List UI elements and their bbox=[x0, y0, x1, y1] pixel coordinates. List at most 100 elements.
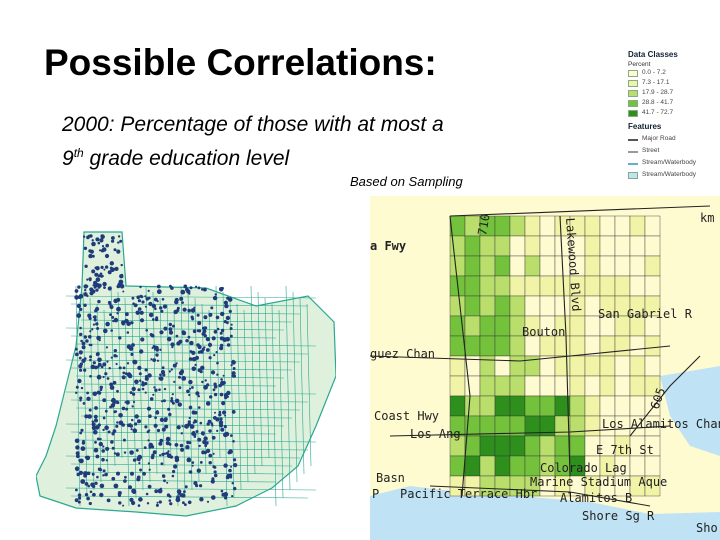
sampling-point bbox=[146, 502, 150, 505]
east-water-area bbox=[660, 366, 720, 456]
sampling-point bbox=[197, 321, 202, 326]
sampling-point bbox=[137, 419, 141, 424]
sampling-point bbox=[189, 340, 194, 346]
street-line bbox=[138, 309, 144, 491]
census-tract bbox=[629, 395, 646, 417]
legend-swatch bbox=[628, 100, 638, 107]
sampling-point bbox=[202, 329, 207, 334]
sampling-point bbox=[106, 360, 109, 363]
sampling-point bbox=[185, 339, 189, 343]
sampling-point bbox=[227, 450, 232, 455]
sampling-point bbox=[228, 298, 233, 302]
sampling-point bbox=[140, 337, 145, 342]
sampling-point-cluster bbox=[74, 234, 238, 507]
sampling-point bbox=[159, 438, 164, 443]
census-tract bbox=[464, 435, 481, 457]
sampling-point bbox=[224, 303, 229, 309]
sampling-point bbox=[118, 336, 122, 340]
sampling-point bbox=[218, 413, 222, 417]
sampling-point bbox=[212, 388, 216, 392]
legend-feature-row: Major Road bbox=[628, 135, 708, 144]
sampling-point bbox=[129, 450, 134, 455]
sampling-point bbox=[136, 295, 140, 300]
sampling-point bbox=[80, 339, 83, 343]
sampling-point bbox=[197, 350, 201, 354]
sampling-point bbox=[203, 326, 208, 330]
sampling-point bbox=[117, 491, 122, 495]
legend-class-row: 7.3 - 17.1 bbox=[628, 79, 708, 88]
sampling-point bbox=[117, 241, 120, 244]
sampling-point bbox=[163, 479, 166, 483]
sampling-point bbox=[116, 306, 121, 312]
legend-class-row: 41.7 - 72.7 bbox=[628, 109, 708, 118]
sampling-point bbox=[197, 368, 202, 373]
census-tract bbox=[524, 275, 541, 297]
census-tract bbox=[509, 375, 526, 397]
sampling-point bbox=[182, 307, 187, 312]
census-tract bbox=[449, 375, 466, 397]
sampling-point bbox=[134, 379, 139, 385]
sampling-point bbox=[170, 342, 175, 347]
sampling-point bbox=[169, 455, 174, 459]
census-tract bbox=[614, 255, 631, 277]
sampling-point bbox=[220, 378, 223, 381]
sampling-point bbox=[223, 463, 228, 468]
sampling-point bbox=[180, 432, 183, 435]
census-tract bbox=[629, 255, 646, 277]
sampling-point bbox=[115, 452, 120, 457]
sampling-point bbox=[116, 421, 119, 424]
census-tract bbox=[539, 335, 556, 357]
sampling-point bbox=[89, 330, 92, 333]
sampling-point bbox=[91, 328, 94, 331]
sampling-point bbox=[75, 385, 79, 389]
sampling-point bbox=[208, 429, 212, 433]
legend-class-row: 0.0 - 7.2 bbox=[628, 69, 708, 78]
sampling-point bbox=[189, 424, 195, 429]
sampling-point bbox=[80, 479, 86, 484]
sampling-point bbox=[152, 450, 157, 455]
sampling-point bbox=[158, 388, 161, 391]
street-line bbox=[257, 291, 263, 467]
subtitle-line-2-post: grade education level bbox=[83, 147, 290, 170]
sampling-point bbox=[134, 422, 138, 426]
sampling-point bbox=[130, 428, 133, 431]
sampling-point bbox=[137, 299, 141, 303]
sampling-point bbox=[135, 449, 139, 452]
sampling-point bbox=[87, 484, 90, 488]
sampling-point bbox=[97, 467, 102, 471]
sampling-point bbox=[111, 476, 116, 481]
sampling-point bbox=[84, 493, 89, 497]
sampling-point bbox=[140, 295, 144, 299]
census-tract bbox=[494, 275, 511, 297]
legend-features-heading: Features bbox=[628, 122, 662, 131]
sampling-point bbox=[89, 317, 92, 320]
sampling-point bbox=[197, 286, 201, 290]
sampling-point bbox=[224, 496, 228, 500]
census-tract bbox=[539, 375, 556, 397]
sampling-point bbox=[94, 272, 99, 277]
legend-swatch bbox=[628, 70, 638, 77]
sampling-point bbox=[211, 477, 215, 481]
sampling-point bbox=[118, 413, 123, 418]
sampling-point bbox=[223, 300, 228, 305]
sampling-point bbox=[219, 331, 223, 335]
sampling-point bbox=[105, 446, 110, 451]
sampling-point bbox=[231, 482, 234, 485]
street-line bbox=[271, 303, 277, 507]
sampling-point bbox=[102, 281, 107, 287]
sampling-point bbox=[74, 498, 79, 503]
sampling-point bbox=[84, 414, 89, 419]
sampling-point bbox=[116, 249, 121, 254]
sampling-point bbox=[115, 362, 118, 366]
sampling-point bbox=[125, 312, 129, 317]
sampling-point bbox=[173, 464, 178, 469]
census-tract bbox=[494, 375, 511, 397]
bouton-label: Bouton bbox=[522, 325, 565, 339]
sampling-point bbox=[126, 321, 131, 326]
sampling-point bbox=[111, 397, 116, 403]
sampling-point bbox=[223, 320, 227, 324]
census-tract bbox=[569, 315, 586, 337]
sampling-point bbox=[146, 406, 152, 411]
sampling-point bbox=[166, 493, 171, 497]
sampling-point bbox=[168, 370, 171, 373]
